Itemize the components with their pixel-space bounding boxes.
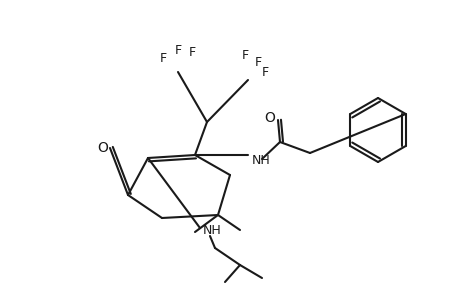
Text: F: F	[188, 46, 195, 59]
Text: NH: NH	[252, 154, 270, 167]
Text: F: F	[261, 65, 268, 79]
Text: F: F	[241, 49, 248, 62]
Text: O: O	[97, 141, 108, 155]
Text: F: F	[174, 44, 181, 56]
Text: F: F	[254, 56, 261, 68]
Text: NH: NH	[202, 224, 221, 238]
Text: F: F	[159, 52, 166, 64]
Text: O: O	[264, 111, 275, 125]
